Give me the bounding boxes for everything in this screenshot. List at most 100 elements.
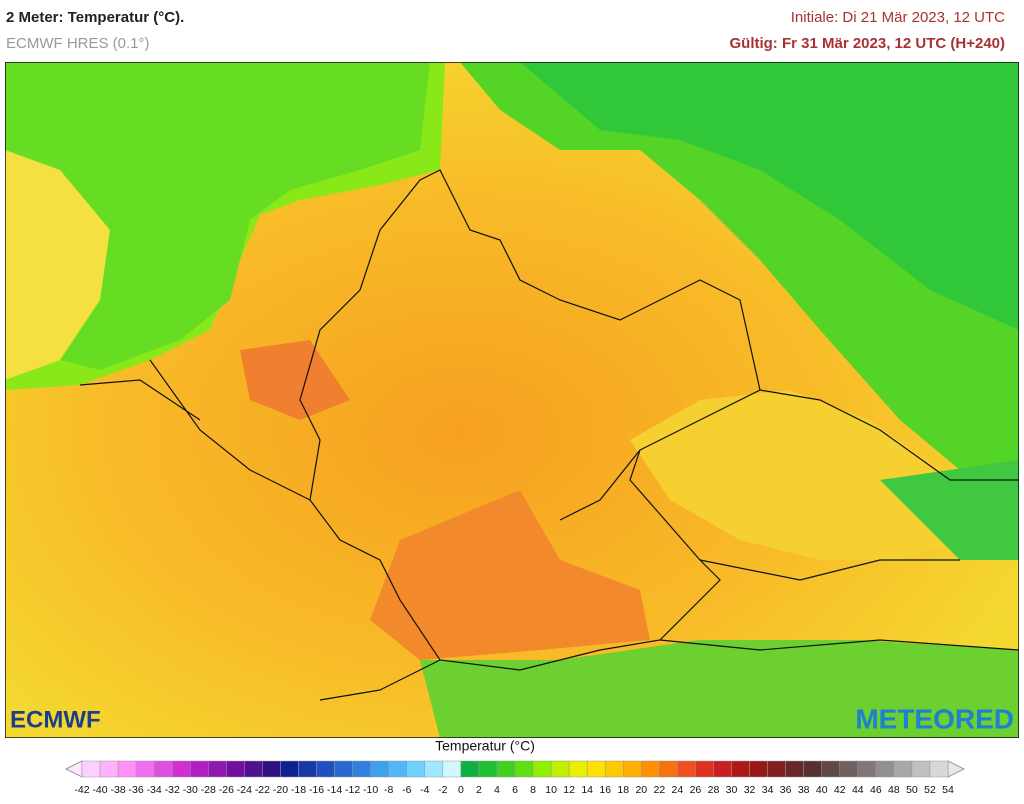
- legend-swatch: [659, 760, 678, 778]
- legend-swatch: [244, 760, 263, 778]
- legend-swatch: [262, 760, 281, 778]
- legend-tick-label: -16: [309, 784, 324, 796]
- legend-tick-label: -22: [255, 784, 270, 796]
- north-sea-deep: [5, 62, 430, 370]
- legend-swatch: [496, 760, 516, 778]
- legend-swatch: [749, 760, 768, 778]
- legend-tick-label: 24: [672, 784, 684, 796]
- legend-tick-label: 30: [726, 784, 738, 796]
- legend-swatch: [568, 760, 588, 778]
- legend-tick-label: -36: [129, 784, 144, 796]
- init-time: Initiale: Di 21 Mär 2023, 12 UTC: [791, 9, 1005, 26]
- legend-tick-label: 46: [870, 784, 882, 796]
- legend-swatch: [929, 760, 949, 778]
- legend-swatch: [586, 760, 606, 778]
- legend-tick-label: -12: [345, 784, 360, 796]
- valid-time: Gültig: Fr 31 Mär 2023, 12 UTC (H+240): [729, 35, 1005, 52]
- legend-tick-label: 6: [512, 784, 518, 796]
- legend-tick-label: 32: [744, 784, 756, 796]
- england: [5, 150, 110, 380]
- legend-swatch: [424, 760, 444, 778]
- legend-swatch: [153, 760, 173, 778]
- legend-tick-label: -10: [363, 784, 378, 796]
- legend-swatch: [190, 760, 209, 778]
- legend-swatch: [713, 760, 732, 778]
- legend-tick-label: 10: [545, 784, 557, 796]
- legend-tick-label: -30: [183, 784, 198, 796]
- legend-swatch: [623, 760, 642, 778]
- legend-tick-label: 14: [581, 784, 593, 796]
- legend-swatch: [370, 760, 389, 778]
- legend-swatch: [226, 760, 245, 778]
- legend-swatch: [532, 760, 552, 778]
- legend-tick-label: -4: [420, 784, 429, 796]
- baltic-deep: [520, 62, 1019, 330]
- legend-tick-label: -6: [402, 784, 411, 796]
- carpathians: [880, 460, 1019, 560]
- legend-swatch: [334, 760, 353, 778]
- legend-swatch: [604, 760, 624, 778]
- logo-meteored: METEORED: [855, 703, 1014, 734]
- legend-tick-label: -38: [110, 784, 125, 796]
- legend-under: [64, 760, 83, 778]
- legend-tick-label: -34: [147, 784, 162, 796]
- legend-swatch: [81, 760, 101, 778]
- legend-swatch: [316, 760, 335, 778]
- legend: -42 -40 -38 -36 -34 -32 -30 -28 -26 -24 -22 -20 -18-…: [64, 760, 966, 796]
- legend-tick-label: -2: [438, 784, 447, 796]
- legend-swatch: [514, 760, 534, 778]
- legend-swatch: [641, 760, 660, 778]
- legend-tick-label: -32: [165, 784, 180, 796]
- legend-tick-label: -28: [201, 784, 216, 796]
- legend-tick-label: -40: [92, 784, 107, 796]
- legend-tick-label: -8: [384, 784, 393, 796]
- legend-tick-label: 0: [458, 784, 464, 796]
- logo-ecmwf: ECMWF: [10, 706, 101, 733]
- legend-swatch: [99, 760, 119, 778]
- legend-over: [947, 760, 966, 778]
- legend-swatch: [677, 760, 696, 778]
- legend-tick-label: 50: [906, 784, 918, 796]
- legend-swatch: [117, 760, 137, 778]
- legend-tick-label: -18: [291, 784, 306, 796]
- legend-swatch: [135, 760, 155, 778]
- legend-swatch: [731, 760, 750, 778]
- legend-swatch: [857, 760, 877, 778]
- legend-swatch: [893, 760, 913, 778]
- borders: [79, 169, 1019, 701]
- legend-tick-label: 34: [762, 784, 774, 796]
- legend-swatch: [803, 760, 822, 778]
- legend-tick-label: 20: [635, 784, 647, 796]
- legend-swatch: [785, 760, 804, 778]
- legend-tick-label: 44: [852, 784, 864, 796]
- legend-swatch: [695, 760, 714, 778]
- map: ECMWF METEORED: [5, 62, 1019, 738]
- warm-area-south: [370, 490, 650, 660]
- legend-swatch: [767, 760, 786, 778]
- legend-swatch: [352, 760, 371, 778]
- legend-swatch: [442, 760, 462, 778]
- legend-tick-label: -20: [273, 784, 288, 796]
- legend-tick-label: 26: [690, 784, 702, 796]
- legend-tick-label: 36: [780, 784, 792, 796]
- bohemia: [630, 390, 960, 560]
- alps: [420, 640, 1019, 738]
- legend-tick-label: 52: [924, 784, 936, 796]
- legend-swatch: [406, 760, 426, 778]
- legend-swatch: [298, 760, 317, 778]
- legend-swatch: [839, 760, 859, 778]
- legend-tick-label: 18: [617, 784, 629, 796]
- legend-tick-label: 12: [563, 784, 575, 796]
- legend-swatch: [388, 760, 408, 778]
- legend-title: Temperatur (°C): [435, 738, 535, 754]
- legend-swatch: [875, 760, 895, 778]
- legend-swatch: [821, 760, 840, 778]
- legend-tick-label: 40: [816, 784, 828, 796]
- legend-tick-label: 38: [798, 784, 810, 796]
- legend-swatch: [478, 760, 498, 778]
- legend-tick-label: -42: [74, 784, 89, 796]
- legend-tick-label: 54: [942, 784, 954, 796]
- legend-tick-label: 4: [494, 784, 500, 796]
- legend-swatch: [280, 760, 299, 778]
